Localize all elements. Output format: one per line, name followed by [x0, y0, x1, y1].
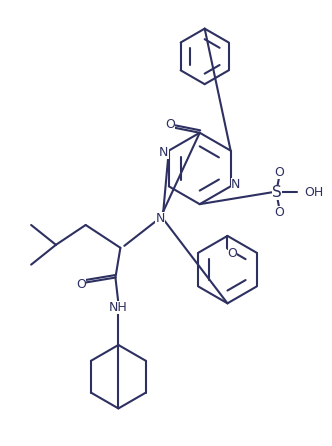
Text: O: O [227, 247, 237, 260]
Text: OH: OH [304, 186, 323, 199]
Text: S: S [272, 185, 282, 200]
Text: N: N [155, 211, 165, 224]
Text: O: O [76, 278, 86, 291]
Text: N: N [159, 146, 169, 159]
Text: NH: NH [109, 301, 128, 314]
Text: O: O [274, 166, 284, 179]
Text: O: O [165, 118, 175, 131]
Text: N: N [231, 178, 240, 191]
Text: O: O [274, 206, 284, 219]
